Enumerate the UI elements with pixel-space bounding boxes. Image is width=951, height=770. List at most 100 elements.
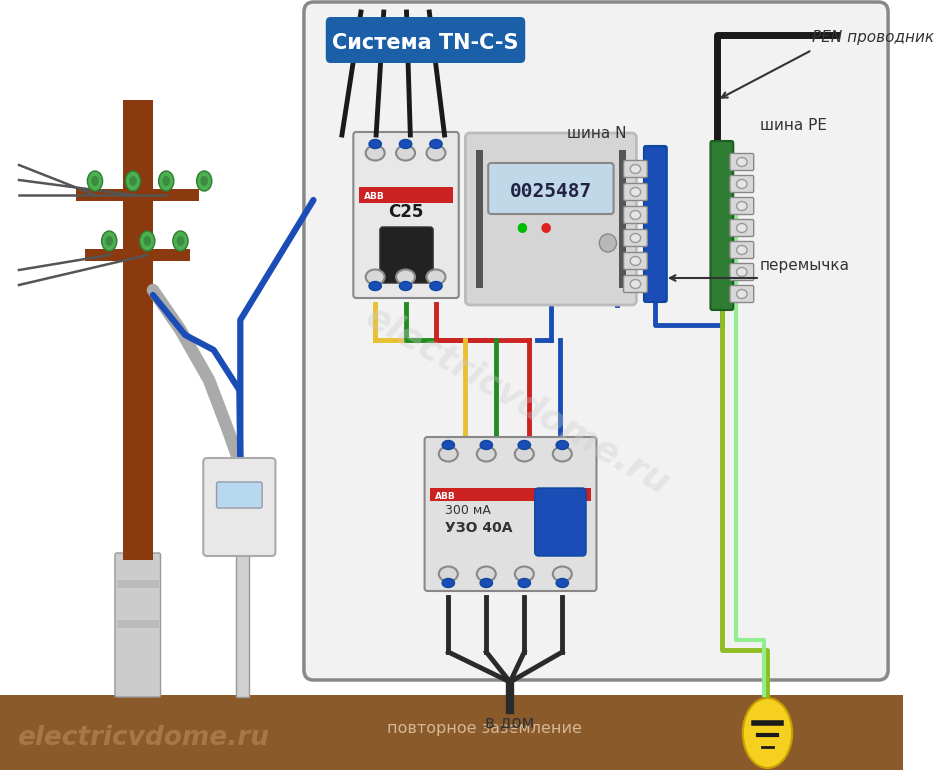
Ellipse shape bbox=[396, 146, 415, 160]
Text: повторное заземление: повторное заземление bbox=[387, 721, 582, 736]
Text: 300 мА: 300 мА bbox=[444, 504, 491, 517]
Ellipse shape bbox=[743, 698, 792, 768]
Ellipse shape bbox=[631, 210, 641, 219]
Ellipse shape bbox=[518, 578, 531, 588]
Ellipse shape bbox=[631, 233, 641, 243]
Bar bbox=[359, 187, 453, 203]
Ellipse shape bbox=[556, 578, 569, 588]
Ellipse shape bbox=[426, 146, 445, 160]
FancyBboxPatch shape bbox=[730, 153, 754, 170]
FancyBboxPatch shape bbox=[534, 488, 586, 556]
Ellipse shape bbox=[631, 188, 641, 196]
Ellipse shape bbox=[480, 578, 493, 588]
FancyBboxPatch shape bbox=[115, 553, 161, 697]
Text: шина PE: шина PE bbox=[760, 118, 826, 133]
Ellipse shape bbox=[426, 270, 445, 284]
Ellipse shape bbox=[442, 440, 455, 450]
FancyBboxPatch shape bbox=[326, 17, 525, 63]
Ellipse shape bbox=[476, 567, 495, 581]
Ellipse shape bbox=[369, 282, 381, 290]
Ellipse shape bbox=[173, 231, 188, 251]
Ellipse shape bbox=[514, 567, 534, 581]
Ellipse shape bbox=[737, 202, 747, 210]
FancyBboxPatch shape bbox=[465, 133, 636, 305]
Text: electricvdome.ru: electricvdome.ru bbox=[359, 299, 676, 501]
Ellipse shape bbox=[553, 567, 572, 581]
Ellipse shape bbox=[737, 158, 747, 166]
Bar bbox=[0, 695, 903, 770]
Ellipse shape bbox=[480, 440, 493, 450]
FancyBboxPatch shape bbox=[730, 286, 754, 303]
FancyBboxPatch shape bbox=[123, 100, 153, 560]
Ellipse shape bbox=[197, 171, 212, 191]
Ellipse shape bbox=[737, 223, 747, 233]
Ellipse shape bbox=[396, 270, 415, 284]
Ellipse shape bbox=[737, 267, 747, 276]
FancyBboxPatch shape bbox=[624, 229, 648, 246]
Ellipse shape bbox=[553, 447, 572, 461]
Ellipse shape bbox=[476, 447, 495, 461]
Text: в дом: в дом bbox=[485, 713, 534, 731]
FancyBboxPatch shape bbox=[730, 242, 754, 259]
Ellipse shape bbox=[366, 146, 384, 160]
Circle shape bbox=[599, 234, 616, 252]
Bar bbox=[619, 150, 626, 288]
Ellipse shape bbox=[91, 176, 99, 186]
Ellipse shape bbox=[369, 139, 381, 149]
FancyBboxPatch shape bbox=[354, 132, 458, 298]
Ellipse shape bbox=[177, 236, 184, 246]
Ellipse shape bbox=[518, 440, 531, 450]
Ellipse shape bbox=[163, 176, 170, 186]
Text: ABB: ABB bbox=[435, 491, 456, 500]
Ellipse shape bbox=[514, 447, 534, 461]
Ellipse shape bbox=[631, 165, 641, 173]
FancyBboxPatch shape bbox=[624, 160, 648, 178]
Circle shape bbox=[541, 223, 551, 233]
Text: C25: C25 bbox=[388, 203, 423, 221]
Ellipse shape bbox=[129, 176, 137, 186]
Ellipse shape bbox=[366, 270, 384, 284]
Text: Система TN-C-S: Система TN-C-S bbox=[332, 33, 518, 53]
FancyBboxPatch shape bbox=[730, 197, 754, 215]
Ellipse shape bbox=[126, 171, 141, 191]
Bar bbox=[236, 462, 249, 697]
FancyBboxPatch shape bbox=[304, 2, 888, 680]
Text: перемычка: перемычка bbox=[760, 258, 850, 273]
FancyBboxPatch shape bbox=[624, 276, 648, 293]
Ellipse shape bbox=[438, 567, 457, 581]
Text: УЗО 40А: УЗО 40А bbox=[444, 521, 512, 535]
Circle shape bbox=[517, 223, 527, 233]
Ellipse shape bbox=[140, 231, 155, 251]
Ellipse shape bbox=[442, 578, 455, 588]
Text: шина N: шина N bbox=[568, 126, 627, 141]
FancyBboxPatch shape bbox=[204, 458, 276, 556]
FancyBboxPatch shape bbox=[624, 183, 648, 200]
Ellipse shape bbox=[631, 280, 641, 289]
FancyBboxPatch shape bbox=[424, 437, 596, 591]
Ellipse shape bbox=[631, 256, 641, 266]
FancyBboxPatch shape bbox=[217, 482, 262, 508]
Ellipse shape bbox=[399, 282, 412, 290]
FancyBboxPatch shape bbox=[380, 227, 433, 283]
Text: 0025487: 0025487 bbox=[510, 182, 592, 200]
Ellipse shape bbox=[737, 179, 747, 189]
Bar bbox=[430, 488, 591, 501]
Ellipse shape bbox=[737, 290, 747, 299]
Bar bbox=[476, 150, 482, 288]
Ellipse shape bbox=[159, 171, 174, 191]
FancyBboxPatch shape bbox=[730, 219, 754, 236]
FancyBboxPatch shape bbox=[644, 146, 667, 302]
Ellipse shape bbox=[144, 236, 151, 246]
FancyBboxPatch shape bbox=[730, 263, 754, 280]
Text: ABB: ABB bbox=[364, 192, 384, 200]
Ellipse shape bbox=[87, 171, 103, 191]
Bar bbox=[117, 620, 159, 628]
FancyBboxPatch shape bbox=[86, 249, 190, 261]
FancyBboxPatch shape bbox=[710, 141, 733, 310]
Bar bbox=[117, 580, 159, 588]
FancyBboxPatch shape bbox=[730, 176, 754, 192]
Ellipse shape bbox=[399, 139, 412, 149]
Ellipse shape bbox=[201, 176, 208, 186]
Ellipse shape bbox=[430, 282, 442, 290]
Text: PEN проводник: PEN проводник bbox=[812, 30, 934, 45]
